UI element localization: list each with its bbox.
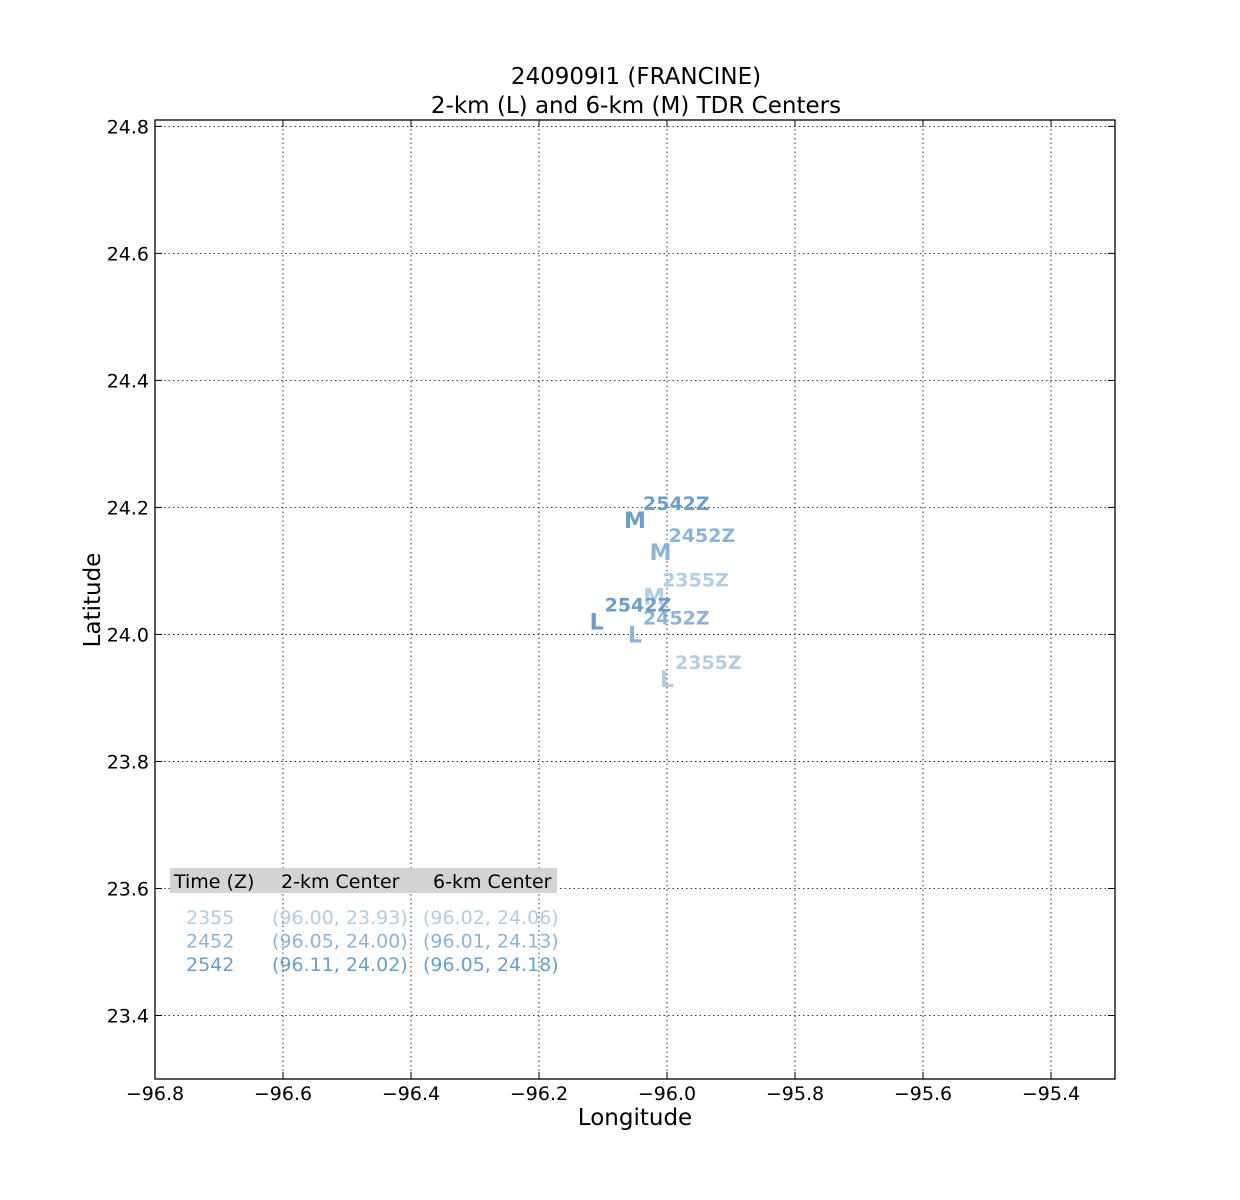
x-tick-label: −96.2 [510, 1083, 568, 1105]
y-tick-label: 24.6 [107, 243, 149, 265]
chart-title: 240909I1 (FRANCINE) [511, 64, 761, 90]
y-tick-label: 23.8 [107, 751, 149, 773]
table-cell-6km-center: (96.02, 24.06) [423, 907, 559, 929]
x-tick-label: −95.6 [894, 1083, 952, 1105]
time-label: 2452Z [643, 607, 710, 629]
time-label: 2542Z [605, 595, 672, 617]
x-tick-label: −95.8 [766, 1083, 824, 1105]
y-tick-label: 24.2 [107, 497, 149, 519]
6km-center-marker: M [643, 585, 665, 610]
x-tick-label: −96.4 [382, 1083, 440, 1105]
6km-center-marker: M [624, 509, 646, 534]
x-axis-title: Longitude [578, 1105, 692, 1131]
table-cell-2km-center: (96.11, 24.02) [272, 954, 408, 976]
2km-center-marker: L [628, 623, 642, 648]
table-cell-6km-center: (96.05, 24.18) [423, 954, 559, 976]
y-axis-title: Latitude [80, 553, 106, 648]
center-table: Time (Z) 2-km Center 6-km Center 2355 (96.00… [170, 868, 559, 976]
time-label: 2355Z [675, 652, 742, 674]
table-cell-time: 2452 [186, 931, 234, 953]
table-cell-time: 2542 [186, 954, 234, 976]
y-tick-label: 24.4 [107, 370, 149, 392]
2km-center-marker: L [590, 611, 604, 636]
axis-ticks [154, 120, 1115, 1079]
x-tick-label: −95.4 [1022, 1083, 1080, 1105]
table-header-cell: 6-km Center [433, 871, 552, 893]
table-cell-6km-center: (96.01, 24.13) [423, 931, 559, 953]
6km-center-marker: M [650, 541, 672, 566]
table-header-cell: Time (Z) [173, 871, 254, 893]
time-label: 2355Z [662, 569, 729, 591]
tick-labels: −96.8 −96.6 −96.4 −96.2 −96.0 −95.8 −95.6 −95.4… [107, 116, 1080, 1105]
2km-center-marker: L [660, 668, 674, 693]
table-header-cell: 2-km Center [281, 871, 400, 893]
y-tick-label: 23.4 [107, 1005, 149, 1027]
chart-subtitle: 2-km (L) and 6-km (M) TDR Centers [431, 93, 841, 119]
table-header-background [170, 868, 557, 893]
y-tick-label: 23.6 [107, 878, 149, 900]
y-tick-label: 24.8 [107, 116, 149, 138]
table-cell-time: 2355 [186, 907, 234, 929]
x-tick-label: −96.0 [638, 1083, 696, 1105]
plot-frame [154, 119, 1116, 1080]
x-tick-label: −96.8 [126, 1083, 184, 1105]
x-tick-label: −96.6 [254, 1083, 312, 1105]
table-cell-2km-center: (96.00, 23.93) [272, 907, 408, 929]
table-cell-2km-center: (96.05, 24.00) [272, 931, 408, 953]
y-tick-label: 24.0 [107, 624, 149, 646]
time-label: 2452Z [669, 525, 736, 547]
time-label: 2542Z [643, 493, 710, 515]
